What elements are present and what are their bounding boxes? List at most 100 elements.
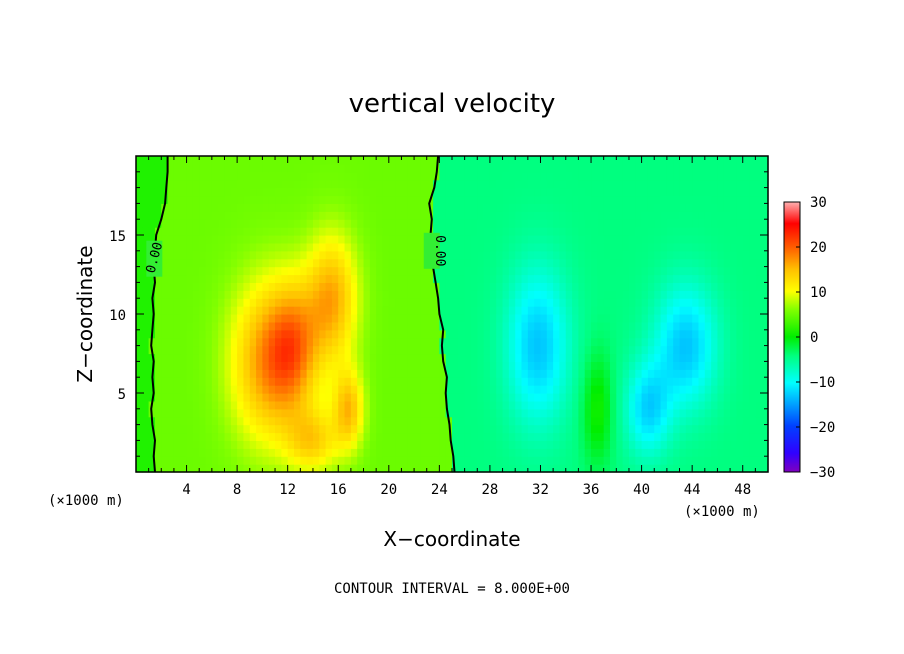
field-cell (527, 440, 535, 449)
field-cell (622, 282, 630, 291)
field-cell (521, 408, 529, 418)
field-cell (180, 187, 188, 197)
field-cell (578, 448, 586, 457)
field-cell (142, 235, 150, 244)
field-cell (508, 416, 516, 426)
field-cell (483, 258, 491, 268)
field-cell (572, 321, 579, 331)
field-cell (306, 416, 314, 426)
field-cell (736, 464, 744, 473)
field-cell (287, 329, 295, 339)
field-cell (154, 432, 162, 441)
field-cell (483, 306, 491, 315)
field-cell (496, 195, 504, 204)
field-cell (515, 321, 523, 331)
field-cell (376, 219, 384, 228)
field-cell (521, 385, 529, 394)
field-cell (249, 274, 257, 283)
field-cell (275, 274, 282, 283)
field-cell (685, 298, 693, 307)
field-cell (704, 377, 712, 386)
field-cell (685, 337, 693, 347)
field-cell (161, 156, 169, 165)
field-cell (167, 448, 175, 457)
field-cell (578, 385, 586, 394)
field-cell (736, 235, 744, 244)
field-cell (755, 235, 763, 244)
field-cell (154, 235, 162, 244)
field-cell (445, 361, 453, 370)
field-cell (142, 448, 150, 457)
field-cell (508, 329, 516, 339)
field-cell (294, 314, 301, 323)
field-cell (673, 314, 681, 323)
field-cell (742, 290, 750, 299)
field-cell (294, 219, 301, 228)
field-cell (515, 242, 523, 252)
field-cell (312, 179, 320, 189)
field-cell (312, 456, 320, 465)
field-cell (717, 156, 725, 165)
field-cell (192, 282, 200, 291)
field-cell (395, 156, 403, 165)
field-cell (439, 385, 447, 394)
field-cell (268, 393, 276, 402)
field-cell (218, 258, 226, 268)
x-tick-label: 24 (431, 482, 448, 498)
field-cell (610, 156, 617, 165)
field-cell (603, 464, 611, 473)
field-cell (502, 353, 510, 362)
field-cell (572, 195, 579, 204)
field-cell (546, 408, 554, 418)
field-cell (249, 321, 257, 331)
field-cell (243, 377, 251, 386)
field-cell (622, 195, 630, 204)
field-cell (761, 377, 769, 386)
field-cell (489, 235, 497, 244)
field-cell (711, 258, 719, 268)
field-cell (717, 361, 725, 370)
field-cell (306, 274, 314, 283)
field-cell (559, 424, 567, 434)
field-cell (306, 211, 314, 220)
y-axis-label: Z−coordinate (73, 245, 97, 382)
field-cell (647, 408, 655, 418)
field-cell (742, 361, 750, 370)
field-cell (237, 353, 245, 362)
field-cell (281, 179, 289, 189)
field-cell (281, 369, 289, 378)
field-cell (755, 274, 763, 283)
field-cell (395, 369, 403, 378)
field-cell (477, 227, 485, 236)
field-cell (654, 282, 662, 291)
field-cell (464, 369, 472, 378)
field-cell (287, 163, 295, 173)
field-cell (167, 156, 175, 165)
field-cell (704, 298, 712, 307)
field-cell (230, 393, 238, 402)
field-cell (218, 211, 226, 220)
field-cell (154, 290, 162, 299)
field-cell (218, 242, 226, 252)
field-cell (730, 156, 737, 165)
field-cell (565, 321, 573, 331)
field-cell (464, 163, 472, 173)
field-cell (534, 306, 542, 315)
field-cell (730, 171, 737, 181)
field-cell (420, 448, 428, 457)
field-cell (584, 464, 592, 473)
field-cell (660, 416, 668, 426)
field-cell (433, 337, 440, 347)
field-cell (199, 203, 207, 212)
field-cell (249, 361, 257, 370)
field-cell (647, 385, 655, 394)
field-cell (704, 250, 712, 260)
field-cell (294, 266, 301, 276)
field-cell (610, 314, 617, 323)
field-cell (660, 179, 668, 189)
field-cell (578, 195, 586, 204)
field-cell (363, 227, 371, 236)
field-cell (736, 219, 744, 228)
field-cell (300, 440, 308, 449)
field-cell (515, 400, 523, 410)
